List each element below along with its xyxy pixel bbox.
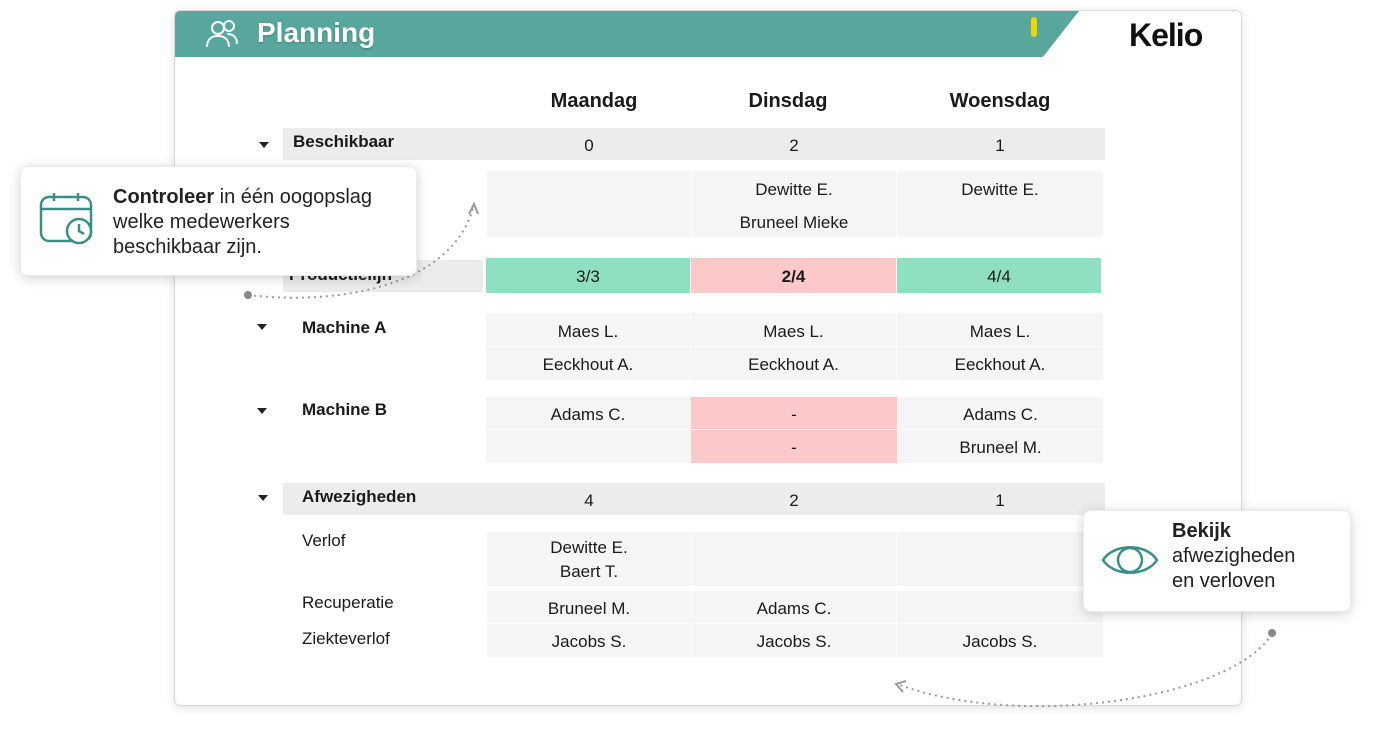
- callout-absences: Bekijk afwezigheden en verloven: [1083, 510, 1351, 612]
- availability-cell: [897, 171, 1103, 237]
- absence-type-verlof: Verlof: [302, 531, 346, 550]
- absence-cell: Bruneel M.: [487, 591, 691, 623]
- count-cell: 4: [584, 491, 594, 510]
- section-row-afwezigheden: [283, 483, 1105, 515]
- absence-cell: [897, 591, 1103, 623]
- shift-cell: Maes L.: [691, 313, 896, 346]
- section-label-afwezigheden: Afwezigheden: [302, 487, 417, 506]
- employee-name: Dewitte E.: [755, 180, 833, 199]
- page-title: Planning: [257, 17, 376, 48]
- collapse-caret-icon[interactable]: [257, 324, 267, 330]
- availability-cell: [692, 171, 896, 237]
- section-label-machine-a: Machine A: [302, 318, 387, 337]
- calendar-clock-icon: [39, 193, 93, 245]
- absence-cell: Jacobs S.: [692, 624, 896, 657]
- absence-type-ziekteverlof: Ziekteverlof: [302, 629, 390, 648]
- absence-cell: [692, 532, 896, 586]
- employee-name: Baert T.: [559, 562, 619, 581]
- callout-line: in één oogopslag: [214, 186, 373, 208]
- day-header-dinsdag: Dinsdag: [748, 90, 828, 112]
- count-cell: 1: [995, 136, 1005, 155]
- employee-name: Bruneel Mieke: [739, 213, 849, 232]
- logo-accent: [1031, 17, 1037, 37]
- users-icon: [206, 20, 238, 48]
- callout-bold: Controleer: [113, 186, 215, 208]
- collapse-caret-icon[interactable]: [257, 408, 267, 414]
- count-cell: 2: [789, 491, 799, 510]
- callout-availability-text: Controleer in één oogopslag welke medewe…: [113, 185, 372, 260]
- capacity-cell-ok: 4/4: [897, 258, 1101, 293]
- shift-cell-missing: -: [691, 430, 897, 463]
- shift-cell: Adams C.: [486, 397, 690, 429]
- absence-cell: Adams C.: [692, 591, 896, 623]
- header-band: [175, 11, 1079, 57]
- count-cell: 1: [995, 491, 1005, 510]
- shift-cell: Maes L.: [486, 313, 690, 346]
- collapse-caret-icon[interactable]: [259, 142, 269, 148]
- section-label-beschikbaar: Beschikbaar: [293, 132, 395, 151]
- shift-cell: Eeckhout A.: [691, 347, 896, 380]
- count-cell: 2: [789, 136, 799, 155]
- callout-line: welke medewerkers: [113, 211, 290, 233]
- day-header-maandag: Maandag: [550, 90, 638, 112]
- eye-icon: [1101, 546, 1159, 574]
- callout-line: beschikbaar zijn.: [113, 236, 262, 258]
- callout-line: afwezigheden: [1172, 545, 1296, 567]
- capacity-cell-ok: 3/3: [486, 258, 690, 293]
- callout-bold: Bekijk: [1172, 520, 1231, 542]
- count-cell: 0: [584, 136, 594, 155]
- absence-cell: Jacobs S.: [897, 624, 1103, 657]
- shift-cell: [486, 430, 690, 463]
- callout-line: en verloven: [1172, 570, 1276, 592]
- employee-name: Dewitte E.: [961, 180, 1039, 199]
- absence-type-recuperatie: Recuperatie: [302, 593, 394, 612]
- shift-cell: Eeckhout A.: [486, 347, 690, 380]
- shift-cell: Eeckhout A.: [897, 347, 1103, 380]
- day-header-woensdag: Woensdag: [949, 90, 1051, 112]
- shift-cell: Bruneel M.: [898, 430, 1103, 463]
- kelio-logo: Kelio: [1129, 17, 1203, 53]
- employee-name: Dewitte E.: [550, 538, 628, 557]
- connector-dot: [1268, 629, 1276, 637]
- callout-availability: Controleer in één oogopslag welke medewe…: [20, 166, 417, 276]
- absence-cell: Jacobs S.: [487, 624, 691, 657]
- absence-cell: [487, 532, 691, 586]
- connector-dot: [244, 291, 252, 299]
- section-label-machine-b: Machine B: [302, 400, 388, 419]
- shift-cell: Maes L.: [897, 313, 1103, 346]
- shift-cell: Adams C.: [898, 397, 1103, 429]
- callout-absences-text: Bekijk afwezigheden en verloven: [1172, 519, 1295, 594]
- collapse-caret-icon[interactable]: [258, 495, 268, 501]
- section-row-beschikbaar: [283, 128, 1105, 160]
- shift-cell-missing: -: [691, 397, 897, 429]
- availability-cell: [487, 171, 691, 237]
- capacity-cell-short: 2/4: [691, 258, 896, 293]
- absence-cell: [897, 532, 1103, 586]
